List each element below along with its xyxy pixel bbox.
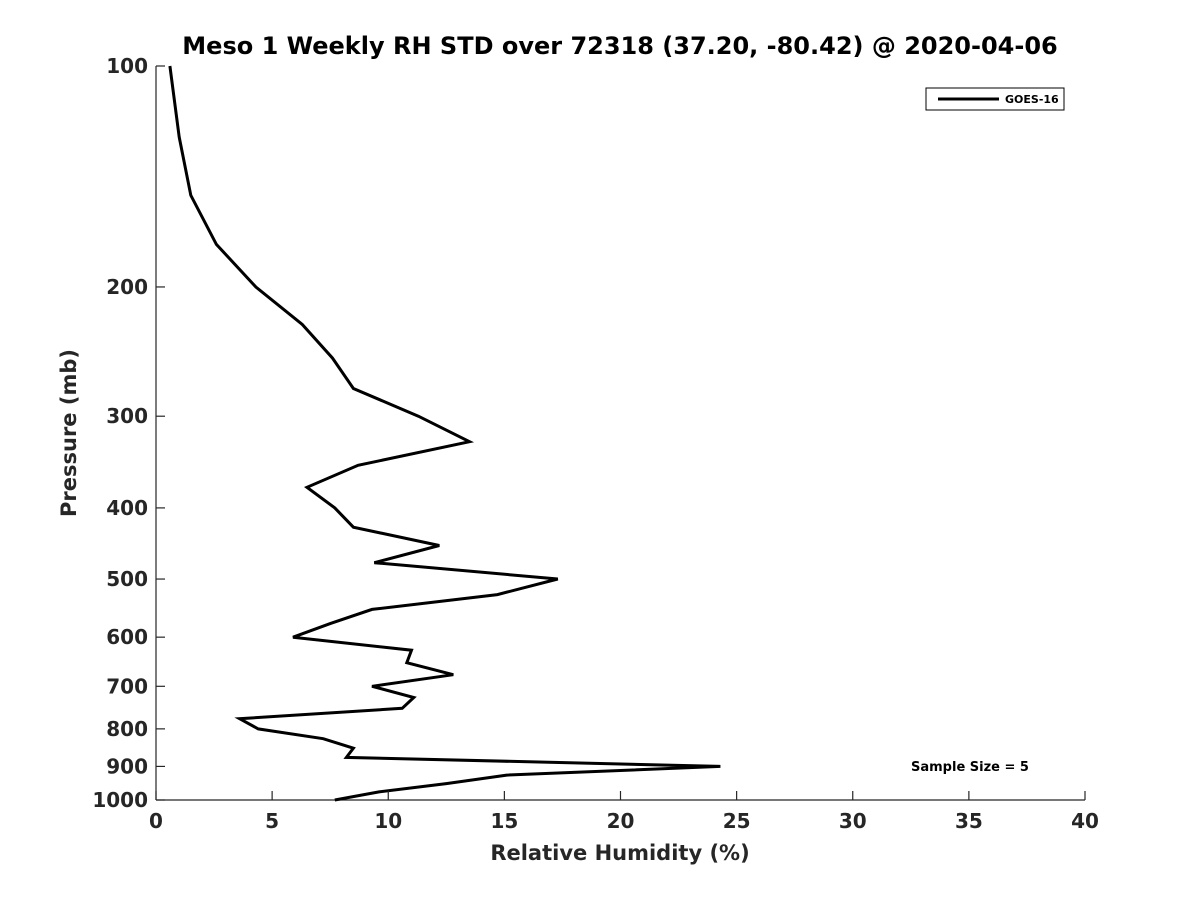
x-axis-label: Relative Humidity (%) bbox=[490, 841, 749, 865]
x-tick-label: 10 bbox=[374, 809, 402, 833]
x-tick-label: 35 bbox=[955, 809, 983, 833]
x-tick-label: 40 bbox=[1071, 809, 1099, 833]
x-tick-label: 30 bbox=[839, 809, 867, 833]
y-tick-label: 400 bbox=[106, 496, 148, 520]
x-tick-label: 15 bbox=[490, 809, 518, 833]
x-tick-label: 5 bbox=[265, 809, 279, 833]
legend: GOES-16 bbox=[925, 87, 1065, 111]
y-axis-label: Pressure (mb) bbox=[57, 349, 81, 517]
y-tick-label: 200 bbox=[106, 275, 148, 299]
y-tick-label: 100 bbox=[106, 54, 148, 78]
sample-size-annotation: Sample Size = 5 bbox=[911, 760, 1029, 775]
y-tick-label: 900 bbox=[106, 754, 148, 778]
y-tick-label: 700 bbox=[106, 674, 148, 698]
x-tick-label: 25 bbox=[723, 809, 751, 833]
legend-label: GOES-16 bbox=[1005, 93, 1059, 106]
x-tick-label: 20 bbox=[607, 809, 635, 833]
y-tick-label: 600 bbox=[106, 625, 148, 649]
y-tick-label: 800 bbox=[106, 717, 148, 741]
y-tick-label: 1000 bbox=[92, 788, 148, 812]
series-line bbox=[168, 65, 721, 802]
x-axis: 0 5 10 15 20 25 30 35 40 bbox=[149, 791, 1099, 833]
chart-title: Meso 1 Weekly RH STD over 72318 (37.20, … bbox=[182, 32, 1057, 60]
x-tick-label: 0 bbox=[149, 809, 163, 833]
y-tick-label: 500 bbox=[106, 567, 148, 591]
y-tick-label: 300 bbox=[106, 404, 148, 428]
y-axis: 100 200 300 400 500 600 700 800 900 1000 bbox=[92, 54, 165, 812]
plot-area bbox=[155, 65, 1085, 802]
